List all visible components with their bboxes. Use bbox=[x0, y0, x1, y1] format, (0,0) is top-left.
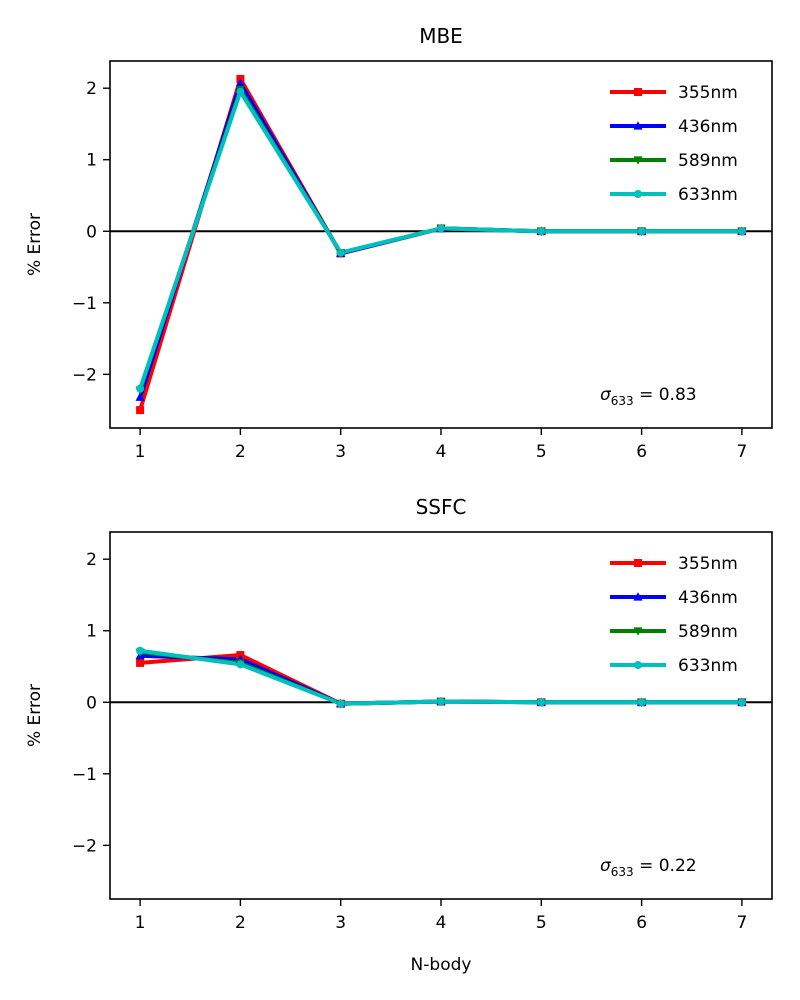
y-tick-label: 0 bbox=[86, 693, 97, 713]
data-point-633nm bbox=[537, 698, 546, 707]
x-tick-label: 7 bbox=[736, 442, 747, 462]
y-axis-label: % Error bbox=[25, 684, 45, 747]
legend-marker-355nm bbox=[634, 88, 642, 96]
y-tick-label: −1 bbox=[72, 765, 97, 785]
sigma-annotation: σ633 = 0.83 bbox=[600, 385, 697, 408]
legend-marker-633nm bbox=[634, 661, 642, 669]
data-point-633nm bbox=[437, 697, 445, 706]
plot-mbe: MBE % Error 1 2 3 4 5 6 7 −2 −1 0 1 2 355nm 436nm 589nm 6… bbox=[25, 24, 773, 462]
legend-marker-589nm bbox=[633, 156, 643, 165]
legend-marker-436nm bbox=[633, 121, 643, 130]
legend-marker-589nm bbox=[633, 627, 643, 636]
figure-xlabel: N-body bbox=[411, 955, 472, 975]
x-tick-label: 6 bbox=[636, 913, 647, 933]
x-tick-label: 1 bbox=[135, 442, 146, 462]
x-tick-label: 4 bbox=[436, 913, 447, 933]
data-point-436nm bbox=[235, 78, 245, 87]
data-point-355nm bbox=[136, 406, 145, 415]
data-point-633nm bbox=[637, 698, 646, 707]
y-tick-label: 1 bbox=[86, 151, 97, 171]
y-tick-label: −2 bbox=[72, 836, 97, 856]
data-point-633nm bbox=[537, 227, 546, 236]
y-tick-label: 2 bbox=[86, 550, 97, 570]
x-tick-label: 1 bbox=[135, 913, 146, 933]
x-tick-label: 5 bbox=[536, 913, 547, 933]
legend-marker-633nm bbox=[634, 190, 642, 198]
x-tick-label: 7 bbox=[736, 913, 747, 933]
data-point-633nm bbox=[236, 660, 245, 669]
plot-title: MBE bbox=[419, 24, 463, 48]
x-tick-label: 2 bbox=[235, 442, 246, 462]
y-tick-label: 0 bbox=[86, 222, 97, 242]
data-point-633nm bbox=[236, 87, 245, 96]
x-tick-label: 2 bbox=[235, 913, 246, 933]
data-point-633nm bbox=[336, 699, 345, 708]
legend-label-589nm: 589nm bbox=[678, 622, 738, 642]
legend-label-436nm: 436nm bbox=[678, 117, 738, 137]
y-tick-label: 2 bbox=[86, 79, 97, 99]
data-point-355nm bbox=[136, 658, 145, 667]
data-point-633nm bbox=[737, 227, 746, 236]
plot-title: SSFC bbox=[416, 495, 467, 519]
legend-label-355nm: 355nm bbox=[678, 83, 738, 103]
x-tick-label: 3 bbox=[335, 442, 346, 462]
sigma-annotation: σ633 = 0.22 bbox=[600, 856, 697, 879]
legend-label-589nm: 589nm bbox=[678, 151, 738, 171]
legend-label-633nm: 633nm bbox=[678, 185, 738, 205]
x-tick-label: 4 bbox=[436, 442, 447, 462]
legend-label-355nm: 355nm bbox=[678, 554, 738, 574]
data-point-633nm bbox=[637, 227, 646, 236]
data-point-633nm bbox=[437, 224, 445, 233]
data-point-633nm bbox=[737, 698, 746, 707]
legend-marker-355nm bbox=[634, 559, 642, 567]
legend-marker-436nm bbox=[633, 592, 643, 601]
y-tick-label: −1 bbox=[72, 294, 97, 314]
data-point-633nm bbox=[136, 384, 145, 393]
legend-label-436nm: 436nm bbox=[678, 588, 738, 608]
y-axis-label: % Error bbox=[25, 213, 45, 276]
plot-ssfc: SSFC % Error 1 2 3 4 5 6 7 −2 −1 0 1 2 355nm 436nm 589nm… bbox=[25, 495, 773, 933]
data-point-436nm bbox=[135, 392, 145, 401]
data-point-633nm bbox=[336, 248, 345, 257]
data-point-633nm bbox=[136, 646, 145, 655]
y-tick-label: −2 bbox=[72, 365, 97, 385]
y-tick-label: 1 bbox=[86, 622, 97, 642]
x-tick-label: 6 bbox=[636, 442, 647, 462]
x-tick-label: 3 bbox=[335, 913, 346, 933]
legend-label-633nm: 633nm bbox=[678, 656, 738, 676]
x-tick-label: 5 bbox=[536, 442, 547, 462]
